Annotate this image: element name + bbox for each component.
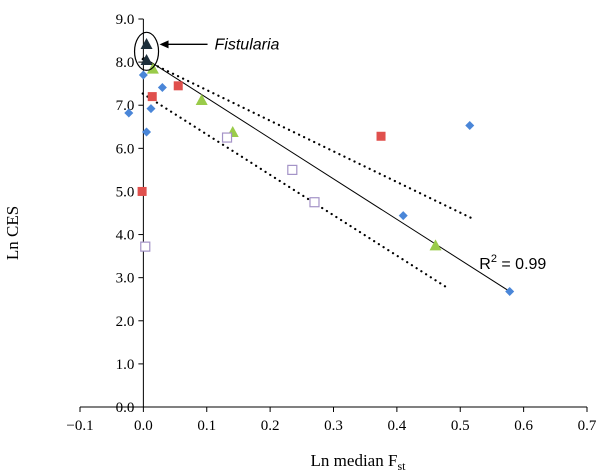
- fistularia-highlight: Fistularia: [133, 31, 280, 71]
- y-tick-label: 9.0: [116, 12, 135, 28]
- data-point-diamond: [142, 127, 152, 137]
- data-point-square: [137, 186, 147, 196]
- data-point-diamond: [124, 108, 134, 118]
- data-point-dark-triangle: [140, 53, 153, 65]
- x-ticks: −0.1 0.0 0.1 0.2 0.3 0.4 0.5 0.6 0.7: [66, 407, 597, 434]
- data-point-diamond: [465, 120, 475, 130]
- axes: [80, 19, 587, 408]
- y-tick-label: 2.0: [116, 314, 135, 330]
- y-tick-label: 5.0: [116, 184, 135, 200]
- highlight-arrow: [159, 40, 208, 49]
- data-point-open-square: [309, 197, 320, 208]
- data-point-diamond: [138, 70, 148, 80]
- highlight-arrow-head: [159, 40, 169, 49]
- confidence-bands: [141, 57, 473, 289]
- y-tick-label: 0.0: [116, 400, 135, 416]
- x-tick-label: −0.1: [66, 418, 93, 434]
- highlight-ellipse: [133, 31, 160, 71]
- r-squared-sup: 2: [491, 253, 497, 265]
- x-tick-label: 0.5: [451, 418, 470, 434]
- data-point-triangle: [195, 94, 208, 106]
- data-point-square: [376, 131, 386, 141]
- x-tick-label: 0.0: [134, 418, 153, 434]
- x-tick-label: 0.3: [324, 418, 343, 434]
- r-squared-value: = 0.99: [497, 256, 546, 273]
- y-tick-label: 4.0: [116, 228, 135, 244]
- confidence-band-line: [141, 92, 448, 289]
- trendline: [142, 56, 510, 292]
- x-axis-title: Ln median Fst: [311, 451, 407, 472]
- x-tick-label: 0.2: [261, 418, 280, 434]
- data-point-dark-triangle: [140, 38, 153, 50]
- data-point-square: [173, 81, 183, 91]
- x-tick-label: 0.6: [514, 418, 533, 434]
- y-axis-title: Ln CES: [3, 206, 22, 260]
- data-point-open-square: [287, 164, 298, 175]
- x-tick-label: 0.1: [197, 418, 216, 434]
- data-point-open-square: [221, 132, 233, 143]
- data-point-diamond: [146, 104, 156, 114]
- y-tick-label: 8.0: [116, 55, 135, 71]
- data-point-open-square: [140, 241, 151, 252]
- r-squared-label: R2 = 0.99: [479, 253, 546, 273]
- y-tick-label: 3.0: [116, 271, 135, 287]
- y-tick-label: 6.0: [116, 141, 135, 157]
- x-axis-title-subscript: st: [397, 459, 406, 472]
- data-point-square: [147, 92, 157, 102]
- r-squared-prefix: R: [479, 256, 491, 273]
- x-tick-label: 0.4: [388, 418, 407, 434]
- y-tick-label: 1.0: [116, 357, 135, 373]
- data-points: [124, 38, 515, 296]
- data-point-diamond: [505, 286, 515, 296]
- highlight-label: Fistularia: [215, 36, 280, 53]
- data-point-diamond: [398, 211, 408, 221]
- data-point-diamond: [157, 83, 167, 93]
- confidence-band-line: [141, 57, 473, 220]
- x-tick-label: 0.7: [578, 418, 597, 434]
- data-point-triangle: [429, 239, 442, 251]
- y-ticks: 0.01.02.03.04.05.06.07.08.09.0: [116, 12, 144, 416]
- x-axis-title-main: Ln median F: [311, 451, 398, 470]
